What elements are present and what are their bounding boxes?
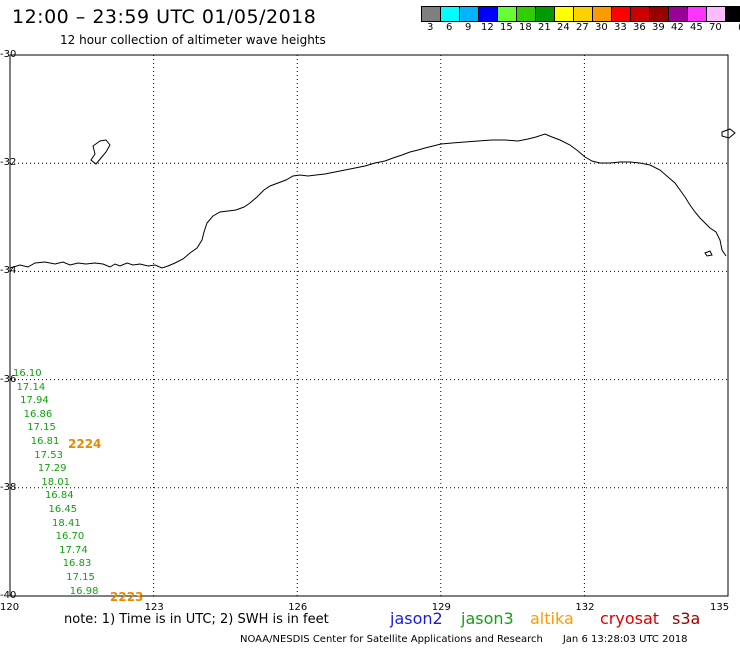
legend-swatch xyxy=(612,7,631,21)
australia-south-coastline xyxy=(9,133,727,269)
legend-label: 21 xyxy=(538,22,551,33)
chart-subtitle: 12 hour collection of altimeter wave hei… xyxy=(60,33,326,47)
legend-label: 18 xyxy=(519,22,532,33)
legend-label: 15 xyxy=(500,22,513,33)
island-east xyxy=(704,250,713,257)
swh-value: 17.94 xyxy=(20,395,49,407)
longitude-label: 126 xyxy=(288,602,308,613)
credit-text: NOAA/NESDIS Center for Satellite Applica… xyxy=(240,634,543,645)
swh-value: 16.86 xyxy=(23,408,53,420)
swh-value: 18.01 xyxy=(41,476,71,488)
legend-label: 27 xyxy=(576,22,589,33)
satellite-legend-s3a: s3a xyxy=(672,609,701,628)
swh-value: 16.10 xyxy=(13,368,42,379)
satellite-legend-jason2: jason2 xyxy=(390,609,443,628)
swh-value: 18.41 xyxy=(52,517,81,529)
legend-label: 42 xyxy=(671,22,684,33)
legend-label: 9 xyxy=(465,22,472,33)
color-scale-legend xyxy=(421,6,740,22)
legend-swatch xyxy=(479,7,498,21)
legend-swatch xyxy=(631,7,650,21)
legend-unit: (ft) xyxy=(738,22,740,33)
latitude-label: -34 xyxy=(0,265,17,277)
longitude-label: 132 xyxy=(575,602,595,613)
pass-time-label: 2223 xyxy=(110,590,144,604)
legend-swatch xyxy=(593,7,612,21)
swh-value: 16.81 xyxy=(30,436,60,447)
swh-value: 17.53 xyxy=(34,449,63,461)
legend-label: 45 xyxy=(690,22,703,33)
satellite-legend-jason3: jason3 xyxy=(461,609,514,628)
legend-label: 33 xyxy=(614,22,627,33)
longitude-label: 129 xyxy=(431,602,451,613)
satellite-legend-cryosat: cryosat xyxy=(600,609,660,628)
legend-label: 30 xyxy=(595,22,608,33)
swh-value: 17.15 xyxy=(27,422,56,434)
latitude-label: -30 xyxy=(0,49,17,60)
legend-label: 39 xyxy=(652,22,665,33)
swh-value: 16.84 xyxy=(44,490,74,502)
generation-timestamp: Jan 6 13:28:03 UTC 2018 xyxy=(562,634,688,645)
legend-label: 3 xyxy=(427,22,434,33)
graticule xyxy=(10,55,728,596)
latitude-label: -38 xyxy=(0,481,17,493)
legend-label: 36 xyxy=(633,22,646,33)
credit-line: NOAA/NESDIS Center for Satellite Applica… xyxy=(240,634,688,645)
legend-swatch xyxy=(460,7,479,21)
latitude-label: -40 xyxy=(0,590,17,601)
legend-swatch xyxy=(498,7,517,21)
swh-value: 16.83 xyxy=(62,558,92,570)
legend-swatch xyxy=(707,7,726,21)
footnote: note: 1) Time is in UTC; 2) SWH is in fe… xyxy=(64,612,329,627)
satellite-legend-altika: altika xyxy=(530,609,574,628)
legend-swatch xyxy=(536,7,555,21)
legend-swatch xyxy=(650,7,669,21)
legend-swatch xyxy=(688,7,707,21)
legend-swatch xyxy=(726,7,740,21)
latitude-label: -32 xyxy=(0,157,17,169)
map-frame xyxy=(9,54,729,597)
legend-swatch xyxy=(441,7,460,21)
legend-label: 70 xyxy=(709,22,722,33)
chart-title: 12:00 – 23:59 UTC 01/05/2018 xyxy=(12,6,317,28)
swh-value: 17.74 xyxy=(59,544,88,556)
legend-swatch xyxy=(555,7,574,21)
legend-label: 6 xyxy=(446,22,453,33)
island-west xyxy=(90,139,111,165)
legend-swatch xyxy=(517,7,536,21)
legend-swatch xyxy=(669,7,688,21)
swh-value: 17.14 xyxy=(16,381,46,393)
legend-swatch xyxy=(574,7,593,21)
latitude-label: -36 xyxy=(0,373,17,385)
legend-swatch xyxy=(422,7,441,21)
longitude-label: 120 xyxy=(0,602,20,613)
swh-value: 16.70 xyxy=(55,531,85,543)
swh-value: 17.29 xyxy=(37,463,67,475)
swh-value: 16.98 xyxy=(69,585,99,597)
legend-label: 12 xyxy=(481,22,494,33)
swh-value: 17.15 xyxy=(66,572,95,583)
pass-time-label: 2224 xyxy=(68,437,102,451)
kangaroo-island xyxy=(721,128,736,139)
legend-label: 24 xyxy=(557,22,570,33)
longitude-label: 135 xyxy=(710,602,730,613)
swh-value: 16.45 xyxy=(48,504,78,515)
longitude-label: 123 xyxy=(144,602,164,613)
